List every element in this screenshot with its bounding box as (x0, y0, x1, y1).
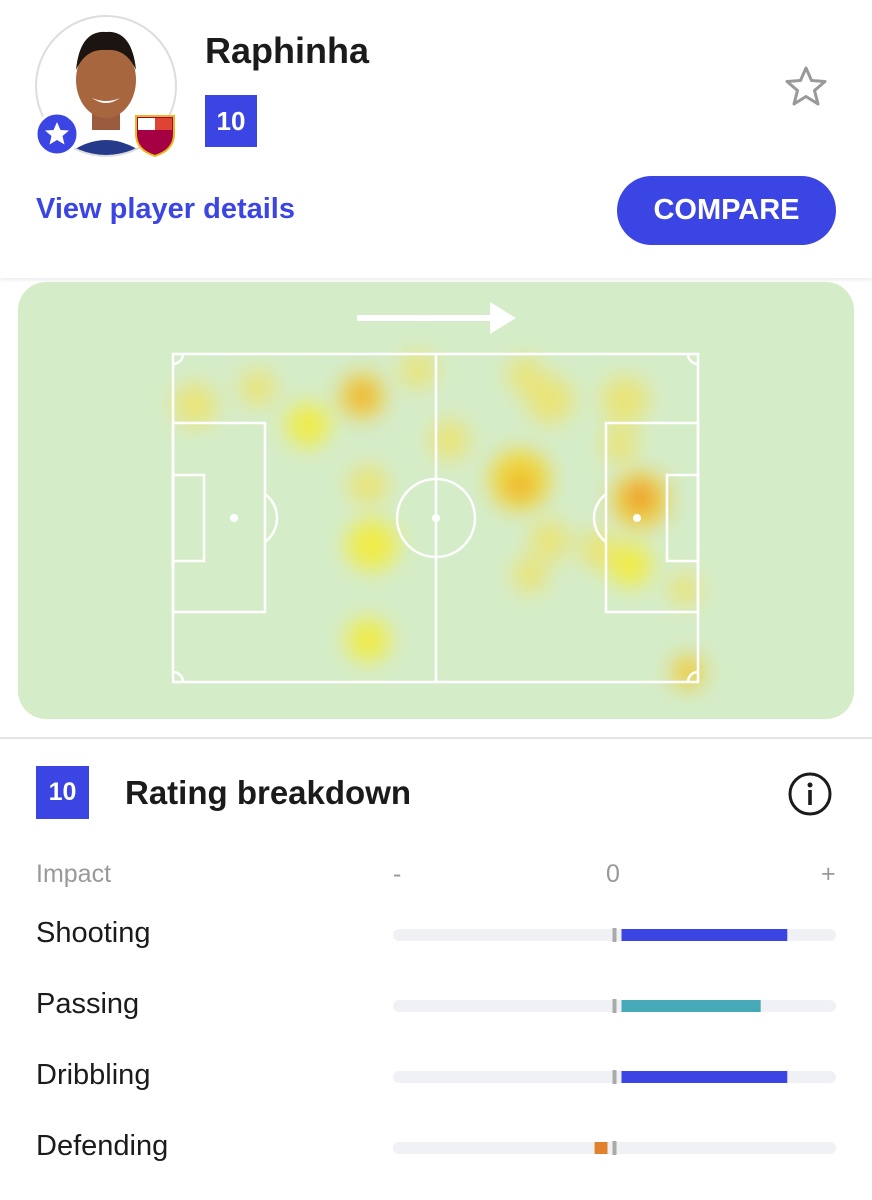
rating-badge: 10 (205, 95, 257, 147)
row-label: Dribbling (36, 1059, 151, 1091)
heatmap (171, 302, 704, 688)
heatmap-panel (18, 282, 854, 719)
minus-label: - (393, 860, 402, 888)
row-label: Defending (36, 1130, 169, 1162)
zero-tick (612, 1141, 617, 1155)
rating-badge: 10 (36, 766, 89, 819)
player-name: Raphinha (205, 30, 370, 71)
zero-tick (612, 999, 617, 1013)
plus-label: + (821, 860, 836, 888)
compare-button[interactable]: COMPARE (617, 176, 836, 245)
impact-header: Impact (36, 860, 112, 888)
zero-label: 0 (606, 860, 620, 888)
impact-bar (621, 929, 788, 941)
avatar (34, 15, 177, 158)
impact-bars (393, 928, 836, 1155)
info-icon[interactable] (786, 770, 834, 818)
zero-tick (612, 1070, 617, 1084)
section-title: Rating breakdown (125, 774, 412, 811)
impact-bar (621, 1000, 761, 1012)
details-link[interactable]: View player details (36, 193, 295, 225)
divider (0, 737, 872, 739)
player-card: Raphinha 10 View player details COMPARE (0, 0, 872, 278)
impact-bar (594, 1142, 608, 1154)
impact-bar (621, 1071, 788, 1083)
row-label: Passing (36, 988, 140, 1020)
row-label: Shooting (36, 917, 151, 949)
favorite-star[interactable] (783, 64, 829, 110)
zero-tick (612, 928, 617, 942)
